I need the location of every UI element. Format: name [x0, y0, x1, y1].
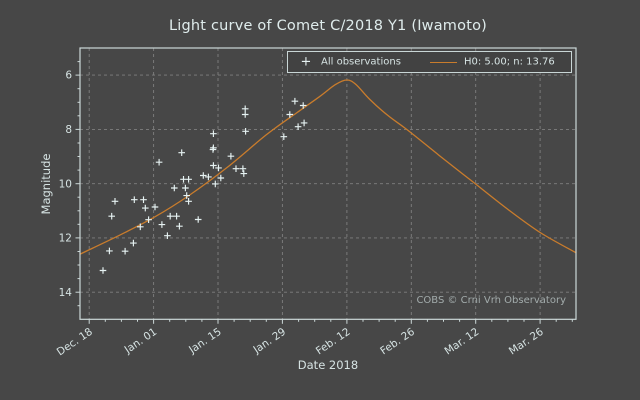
- x-axis-label: Date 2018: [297, 358, 359, 372]
- model-line-icon: [430, 62, 457, 63]
- x-tick-label: Dec. 18: [55, 326, 95, 359]
- x-tick-label: Mar. 26: [507, 326, 546, 358]
- x-tick-label: Jan. 29: [250, 326, 288, 357]
- x-tick-label: Mar. 12: [442, 326, 481, 358]
- y-tick-label: 12: [59, 233, 72, 245]
- x-tick-label: Feb. 26: [378, 326, 417, 358]
- plus-marker-icon: +: [300, 54, 312, 70]
- legend-item-observations: All observations: [321, 56, 401, 68]
- grid: [80, 48, 576, 320]
- x-tick-label: Jan. 01: [122, 326, 160, 357]
- y-tick-label: 10: [59, 178, 72, 190]
- x-tick-label: Jan. 15: [186, 326, 224, 357]
- legend-item-model: H0: 5.00; n: 13.76: [464, 56, 555, 68]
- y-tick-labels: 6 8 10 12 14: [59, 70, 73, 299]
- watermark-text: COBS © Crni Vrh Observatory: [416, 295, 566, 306]
- y-tick-label: 6: [65, 70, 72, 82]
- chart-title: Light curve of Comet C/2018 Y1 (Iwamoto): [168, 18, 488, 34]
- plot-frame: [79, 47, 577, 320]
- axis-ticks: [75, 61, 573, 324]
- y-axis-label: Magnitude: [39, 153, 53, 215]
- model-curve: [80, 79, 576, 255]
- x-tick-labels: Dec. 18 Jan. 01 Jan. 15 Jan. 29 Feb. 12 Feb. …: [55, 326, 546, 359]
- x-tick-label: Feb. 12: [314, 326, 353, 358]
- y-tick-label: 14: [59, 287, 73, 299]
- observation-markers: [99, 97, 308, 274]
- legend: + All observations H0: 5.00; n: 13.76: [287, 51, 572, 73]
- y-tick-label: 8: [65, 124, 72, 136]
